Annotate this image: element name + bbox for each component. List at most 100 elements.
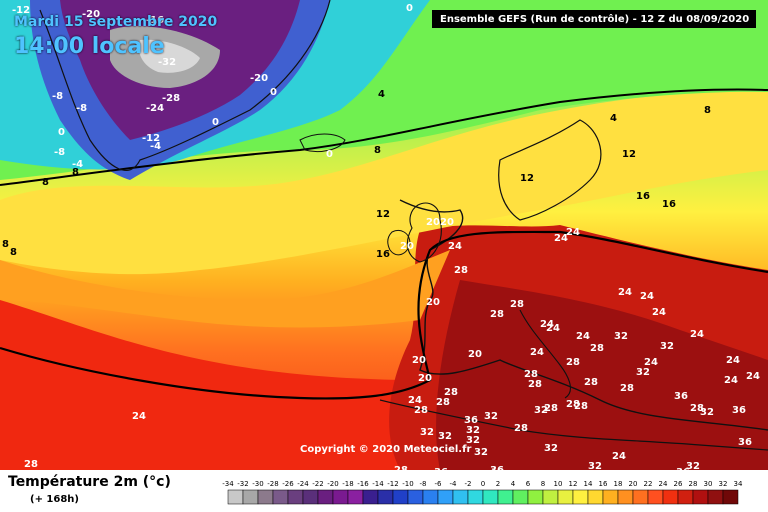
scale-tick-label: -14 [372,480,384,488]
scale-tick-label: -22 [312,480,323,488]
scale-swatch [227,489,244,505]
scale-swatch [362,489,379,505]
temperature-label: 20 [412,355,426,366]
temperature-label: 28 [490,309,504,320]
temperature-label: 28 [690,403,704,414]
scale-tick-label: 6 [526,480,531,488]
scale-swatch [707,489,724,505]
orange-band [0,250,450,328]
temperature-label: 36 [434,467,448,470]
temperature-label: 16 [662,199,676,210]
temperature-label: 8 [704,105,711,116]
scale-tick-label: 4 [511,480,516,488]
temperature-label: 32 [438,431,452,442]
temperature-label: 20 [440,217,454,228]
temperature-label: 24 [644,357,658,368]
temperature-label: 24 [726,355,740,366]
copyright-notice: Copyright © 2020 Meteociel.fr [300,444,472,455]
temperature-label: -32 [158,57,176,68]
temperature-label: 24 [566,227,580,238]
scale-swatch [422,489,439,505]
scale-swatch [482,489,499,505]
scale-swatch [497,489,514,505]
temperature-label: 32 [474,447,488,458]
isotherm-thick [0,230,768,400]
coastline-africa [379,399,768,451]
scale-tick-label: -6 [435,480,443,488]
scale-tick-label: 24 [659,480,668,488]
temperature-label: 28 [584,377,598,388]
temperature-label: 28 [566,399,580,410]
scale-swatch [467,489,484,505]
scale-tick-label: -16 [357,480,369,488]
scale-swatch [302,489,319,505]
scale-tick-label: 2 [496,480,500,488]
scale-tick-label: 0 [481,480,485,488]
scale-swatch [332,489,349,505]
scale-swatch [242,489,259,505]
isotherm-zero [0,88,768,186]
temperature-label: -4 [72,159,83,170]
scale-swatch [257,489,274,505]
forecast-time: 14:00 locale [14,34,165,59]
coastline-british-isles [406,202,442,263]
temperature-label: 24 [652,307,666,318]
coastline-scandinavia [498,119,602,221]
run-info-banner: Ensemble GEFS (Run de contrôle) - 12 Z d… [432,10,756,28]
temperature-label: 8 [72,167,79,178]
temperature-label: 28 [514,423,528,434]
temperature-label: -28 [162,93,180,104]
temperature-label: 28 [620,383,634,394]
temperature-label: 4 [610,113,617,124]
temperature-label: 28 [510,299,524,310]
temperature-label: 24 [546,323,560,334]
scale-swatch [512,489,529,505]
temperature-label: 36 [676,467,690,470]
scale-tick-label: -20 [327,480,338,488]
temperature-label: 24 [540,319,554,330]
scale-swatch [572,489,589,505]
scale-tick-label: 8 [541,480,545,488]
temperature-label: 32 [686,461,700,470]
temperature-label: 12 [520,173,534,184]
temperature-label: 8 [10,247,17,258]
temperature-label: 12 [622,149,636,160]
temperature-label: 28 [524,369,538,380]
temperature-label: 36 [464,415,478,426]
temperature-label: 32 [466,425,480,436]
temperature-label: 16 [636,191,650,202]
scale-tick-label: 18 [614,480,623,488]
scale-tick-label: -28 [267,480,278,488]
hot-land-inner [436,280,768,470]
temperature-label: 24 [618,287,632,298]
temperature-label: 28 [444,387,458,398]
coastline-ireland [387,230,411,256]
scale-tick-label: -32 [237,480,248,488]
temperature-label: 36 [706,469,720,470]
scale-swatch [392,489,409,505]
temperature-label: 32 [534,405,548,416]
scale-tick-label: -10 [402,480,413,488]
temperature-label: 28 [590,343,604,354]
coastline-italy [519,309,571,399]
scale-tick-label: 12 [569,480,578,488]
scale-swatch [662,489,679,505]
scale-swatch [377,489,394,505]
temperature-label: 20 [426,297,440,308]
scale-swatch [647,489,664,505]
temperature-label: -8 [54,147,65,158]
coastline-europe [399,199,768,431]
temperature-label: -8 [76,103,87,114]
temperature-label: 32 [636,367,650,378]
temperature-label: 32 [484,411,498,422]
scale-tick-label: 10 [554,480,563,488]
legend-title: Température 2m (°c) [8,474,171,490]
scale-tick-label: -24 [297,480,309,488]
scale-swatch [317,489,334,505]
temperature-label: 28 [24,459,38,470]
scale-swatch [287,489,304,505]
scale-tick-label: -2 [465,480,472,488]
temperature-label: -8 [52,91,63,102]
scale-tick-label: 20 [629,480,638,488]
